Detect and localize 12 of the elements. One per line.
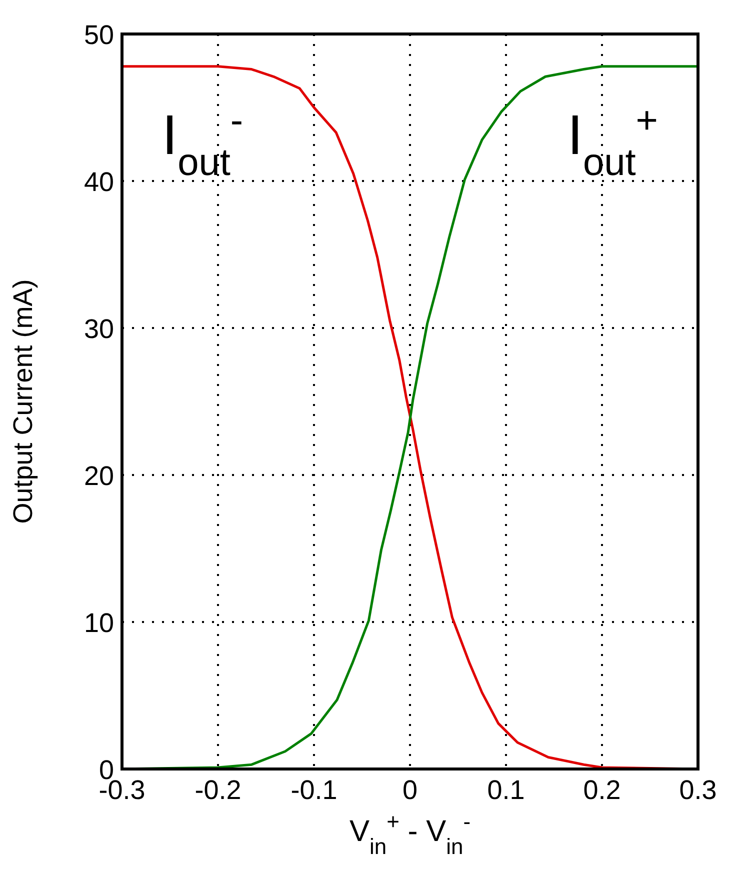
x-tick-label: 0 [402,775,418,805]
y-tick-label: 10 [84,608,114,638]
y-tick-label: 30 [84,314,114,344]
y-axis-title: Output Current (mA) [8,279,38,524]
y-tick-label: 40 [84,167,114,197]
x-tick-label: -0.2 [194,775,242,805]
x-tick-label: 0.2 [583,775,621,805]
x-tick-label: 0.3 [679,775,717,805]
x-tick-label: 0.1 [487,775,525,805]
y-tick-label: 50 [84,20,114,50]
x-tick-label: -0.1 [290,775,338,805]
y-tick-label: 20 [84,461,114,491]
